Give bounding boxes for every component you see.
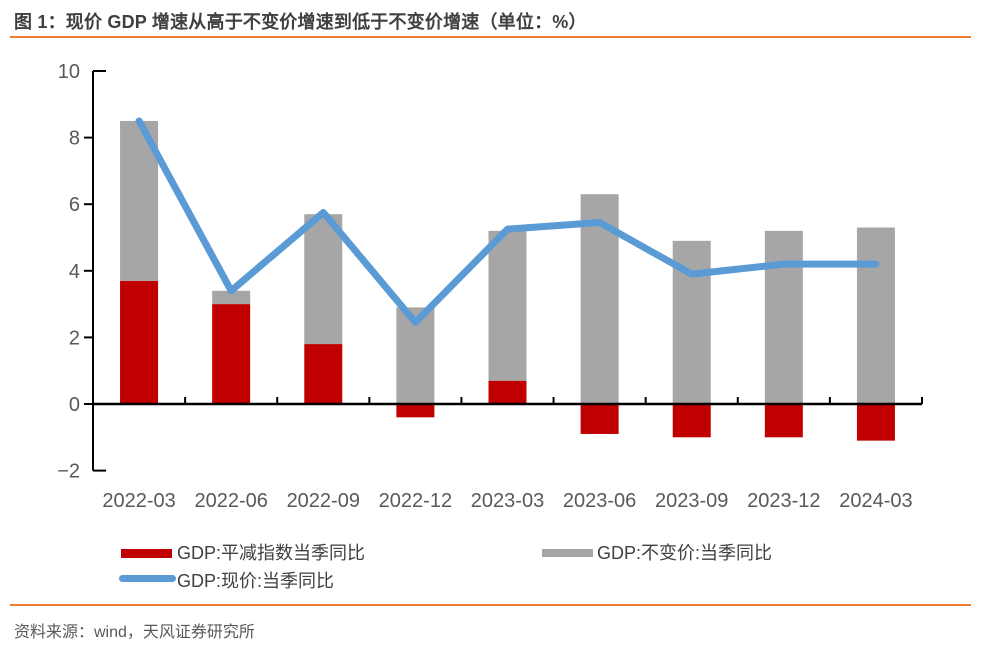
bar-real [856, 227, 895, 404]
bar-deflator [856, 404, 895, 441]
bar-deflator [672, 404, 711, 438]
y-tick-label: −2 [57, 461, 80, 483]
bar-real [488, 230, 527, 381]
bar-deflator [764, 404, 803, 438]
accent-rule-top [10, 36, 971, 38]
legend-swatch-deflator [121, 549, 172, 558]
legend-label-nominal: GDP:现价:当季同比 [177, 571, 335, 591]
bar-deflator [396, 404, 435, 418]
legend-label-real: GDP:不变价:当季同比 [597, 543, 773, 563]
x-tick-label: 2022-12 [379, 490, 452, 512]
x-tick-label: 2023-03 [471, 490, 544, 512]
x-tick-label: 2023-06 [563, 490, 636, 512]
series-deflator-bars [120, 280, 895, 441]
bar-deflator [580, 404, 619, 434]
legend-label-deflator: GDP:平减指数当季同比 [177, 543, 366, 563]
bar-real [304, 214, 343, 345]
series-real-bars [120, 120, 895, 404]
bar-deflator [304, 344, 343, 404]
x-tick-label: 2024-03 [839, 490, 912, 512]
bar-deflator [212, 304, 251, 404]
y-tick-label: 2 [69, 327, 80, 349]
x-tick-label: 2023-09 [655, 490, 728, 512]
x-tick-label: 2023-12 [747, 490, 820, 512]
x-tick-label: 2022-03 [102, 490, 175, 512]
x-tick-label: 2022-09 [287, 490, 360, 512]
y-tick-label: 0 [69, 394, 80, 416]
source-note: 资料来源：wind，天风证券研究所 [14, 624, 255, 641]
y-tick-label: 8 [69, 128, 80, 150]
y-tick-label: 10 [58, 61, 80, 83]
bar-real [764, 230, 803, 404]
x-axis-labels: 2022-03 2022-06 2022-09 2022-12 2023-03 2023-… [102, 490, 912, 512]
bar-deflator [120, 280, 159, 404]
bar-real [212, 290, 251, 305]
axes [84, 70, 923, 472]
legend-swatch-nominal-line [119, 575, 176, 582]
legend-swatch-real [542, 549, 593, 557]
y-axis-labels: −2 0 2 4 6 8 10 [57, 61, 80, 483]
y-tick-label: 6 [69, 194, 80, 216]
bar-deflator [488, 380, 527, 404]
x-tick-label: 2022-06 [194, 490, 267, 512]
y-tick-label: 4 [69, 261, 80, 283]
accent-rule-bottom [10, 604, 971, 606]
series-nominal-line [135, 117, 880, 326]
chart-title: 图 1：现价 GDP 增速从高于不变价增速到低于不变价增速（单位：%） [14, 12, 587, 32]
